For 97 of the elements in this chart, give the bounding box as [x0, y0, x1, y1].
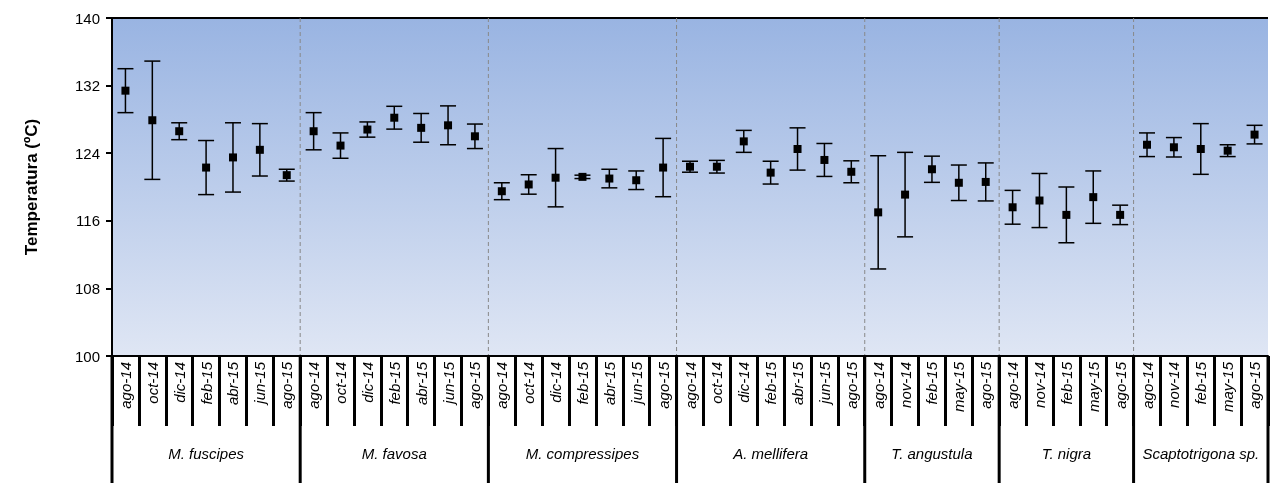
x-tick-label: feb-15: [1057, 361, 1075, 405]
text: T. angustula: [891, 444, 973, 462]
point: [1143, 140, 1152, 149]
y-axis-title: Temperatura (ºC): [22, 118, 41, 256]
point: [202, 163, 211, 172]
text: M. compressipes: [525, 444, 640, 462]
x-tick-label: abr-15: [412, 361, 430, 406]
point: [1035, 196, 1044, 205]
y-tick-label: 116: [76, 212, 100, 230]
text: A. mellifera: [732, 444, 809, 462]
y-tick-label: 108: [74, 279, 100, 297]
point: [605, 174, 614, 183]
x-tick-label: abr-15: [224, 361, 242, 406]
point: [901, 190, 910, 199]
x-tick-label: nov-14: [1030, 362, 1048, 408]
point: [712, 162, 721, 171]
x-tick-label: may-15: [1219, 361, 1237, 413]
x-tick-label: ago-15: [842, 361, 860, 409]
x-tick-label: ago-15: [1246, 361, 1264, 409]
x-tick-label: feb-15: [197, 361, 215, 405]
point: [1169, 143, 1178, 152]
y-tick-label: 132: [74, 77, 100, 95]
point: [524, 180, 533, 189]
x-tick-label: ago-15: [278, 361, 296, 409]
point: [390, 113, 399, 122]
x-tick-label: dic-14: [170, 362, 188, 403]
point: [820, 155, 829, 164]
text: M. fuscipes: [168, 444, 245, 462]
point: [766, 168, 775, 177]
point: [309, 127, 318, 136]
y-tick-label: 140: [74, 9, 100, 27]
point: [497, 187, 506, 196]
point: [659, 163, 668, 172]
point: [739, 137, 748, 146]
point: [981, 177, 990, 186]
text: Scaptotrigona sp.: [1142, 444, 1260, 462]
x-tick-label: ago-14: [493, 362, 511, 409]
x-tick-label: abr-15: [789, 361, 807, 406]
point: [282, 171, 291, 180]
point: [1196, 144, 1205, 153]
point: [1089, 193, 1098, 202]
point: [1008, 203, 1017, 212]
point: [470, 132, 479, 141]
x-tick-label: ago-14: [305, 362, 323, 409]
x-tick-label: oct-14: [520, 362, 538, 404]
point: [551, 173, 560, 182]
point: [336, 141, 345, 150]
x-tick-label: jun-15: [627, 361, 645, 406]
point: [148, 116, 157, 125]
point: [228, 153, 237, 162]
point: [175, 127, 184, 136]
point: [632, 176, 641, 185]
x-tick-label: feb-15: [1192, 361, 1210, 405]
point: [444, 121, 453, 130]
x-tick-label: oct-14: [708, 362, 726, 404]
text: T. nigra: [1041, 444, 1092, 462]
x-tick-label: feb-15: [385, 361, 403, 405]
x-tick-label: oct-14: [143, 362, 161, 404]
x-tick-label: nov-14: [896, 362, 914, 408]
x-tick-label: ago-15: [977, 361, 995, 409]
point: [874, 208, 883, 217]
point: [255, 145, 264, 154]
x-tick-label: oct-14: [332, 362, 350, 404]
x-tick-label: feb-15: [762, 361, 780, 405]
text: M. favosa: [361, 444, 427, 462]
x-tick-label: feb-15: [923, 361, 941, 405]
point: [793, 144, 802, 153]
x-tick-label: abr-15: [600, 361, 618, 406]
point: [363, 125, 372, 134]
point: [847, 167, 856, 176]
point: [417, 123, 426, 132]
x-tick-label: ago-14: [1138, 362, 1156, 409]
x-tick-label: ago-14: [681, 362, 699, 409]
x-tick-label: nov-14: [1165, 362, 1183, 408]
point: [1116, 210, 1125, 219]
x-tick-label: dic-14: [735, 362, 753, 403]
y-tick-label: 100: [74, 347, 100, 365]
point: [1062, 210, 1071, 219]
y-tick-label: 124: [74, 144, 100, 162]
x-tick-label: ago-15: [1111, 361, 1129, 409]
point: [927, 165, 936, 174]
x-tick-label: ago-14: [1004, 362, 1022, 409]
x-tick-label: ago-15: [466, 361, 484, 409]
x-tick-label: dic-14: [547, 362, 565, 403]
x-tick-label: jun-15: [251, 361, 269, 406]
x-tick-label: ago-14: [869, 362, 887, 409]
x-tick-label: jun-15: [815, 361, 833, 406]
x-tick-label: feb-15: [573, 361, 591, 405]
x-tick-label: may-15: [950, 361, 968, 413]
x-tick-label: ago-15: [654, 361, 672, 409]
x-tick-label: may-15: [1084, 361, 1102, 413]
point: [1250, 130, 1259, 139]
point: [954, 178, 963, 187]
x-tick-label: dic-14: [358, 362, 376, 403]
point: [121, 86, 130, 95]
x-tick-label: ago-14: [116, 362, 134, 409]
x-tick-label: jun-15: [439, 361, 457, 406]
